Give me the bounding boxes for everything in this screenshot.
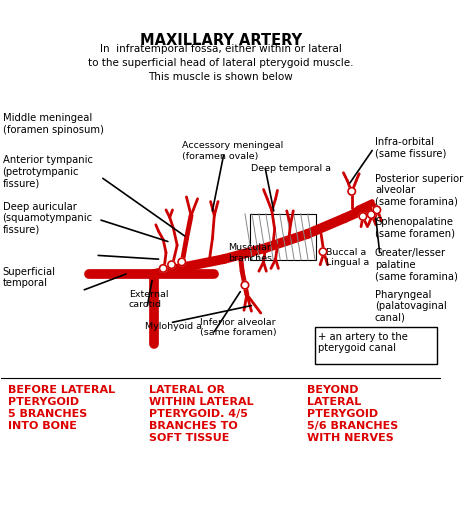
Circle shape [373, 206, 381, 213]
Text: Inferior alveolar
(same foramen): Inferior alveolar (same foramen) [201, 318, 277, 337]
Text: In  infratemporal fossa, either within or lateral
to the superficial head of lat: In infratemporal fossa, either within or… [88, 44, 354, 81]
Text: Posterior superior
alveolar
(same foramina): Posterior superior alveolar (same forami… [375, 174, 463, 207]
Text: MAXILLARY ARTERY: MAXILLARY ARTERY [140, 32, 302, 48]
Text: Infra-orbital
(same fissure): Infra-orbital (same fissure) [375, 137, 447, 158]
Text: Muscular
branches: Muscular branches [228, 243, 272, 263]
Circle shape [367, 211, 375, 218]
Circle shape [168, 261, 175, 268]
Text: Sphenopalatine
(same foramen): Sphenopalatine (same foramen) [375, 217, 455, 239]
Text: Middle meningeal
(foramen spinosum): Middle meningeal (foramen spinosum) [2, 113, 103, 135]
Text: Superficial
temporal: Superficial temporal [2, 267, 55, 288]
Circle shape [241, 281, 249, 289]
Text: + an artery to the
pterygoid canal: + an artery to the pterygoid canal [319, 331, 408, 353]
Text: Buccal a
Lingual a: Buccal a Lingual a [326, 248, 369, 267]
Circle shape [359, 212, 366, 220]
Circle shape [178, 258, 185, 266]
Circle shape [348, 187, 356, 195]
Text: Mylohyoid a: Mylohyoid a [145, 322, 201, 331]
Text: LATERAL OR
WITHIN LATERAL
PTERYGOID. 4/5
BRANCHES TO
SOFT TISSUE: LATERAL OR WITHIN LATERAL PTERYGOID. 4/5… [149, 385, 254, 443]
Text: External
carotid: External carotid [129, 290, 168, 309]
FancyBboxPatch shape [315, 327, 437, 364]
Circle shape [319, 248, 327, 255]
Text: Accessory meningeal
(foramen ovale): Accessory meningeal (foramen ovale) [182, 141, 283, 161]
Text: Deep temporal a: Deep temporal a [251, 164, 331, 173]
Bar [250, 213, 317, 260]
Text: BEYOND
LATERAL
PTERYGOID
5/6 BRANCHES
WITH NERVES: BEYOND LATERAL PTERYGOID 5/6 BRANCHES WI… [307, 385, 399, 443]
Text: Anterior tympanic
(petrotympanic
fissure): Anterior tympanic (petrotympanic fissure… [2, 155, 92, 188]
Text: Greater/lesser
palatine
(same foramina): Greater/lesser palatine (same foramina) [375, 248, 458, 281]
Text: BEFORE LATERAL
PTERYGOID
5 BRANCHES
INTO BONE: BEFORE LATERAL PTERYGOID 5 BRANCHES INTO… [8, 385, 115, 431]
Text: Pharyngeal
(palatovaginal
canal): Pharyngeal (palatovaginal canal) [375, 290, 447, 323]
Text: Deep auricular
(squamotympanic
fissure): Deep auricular (squamotympanic fissure) [2, 201, 93, 235]
Circle shape [160, 265, 167, 272]
